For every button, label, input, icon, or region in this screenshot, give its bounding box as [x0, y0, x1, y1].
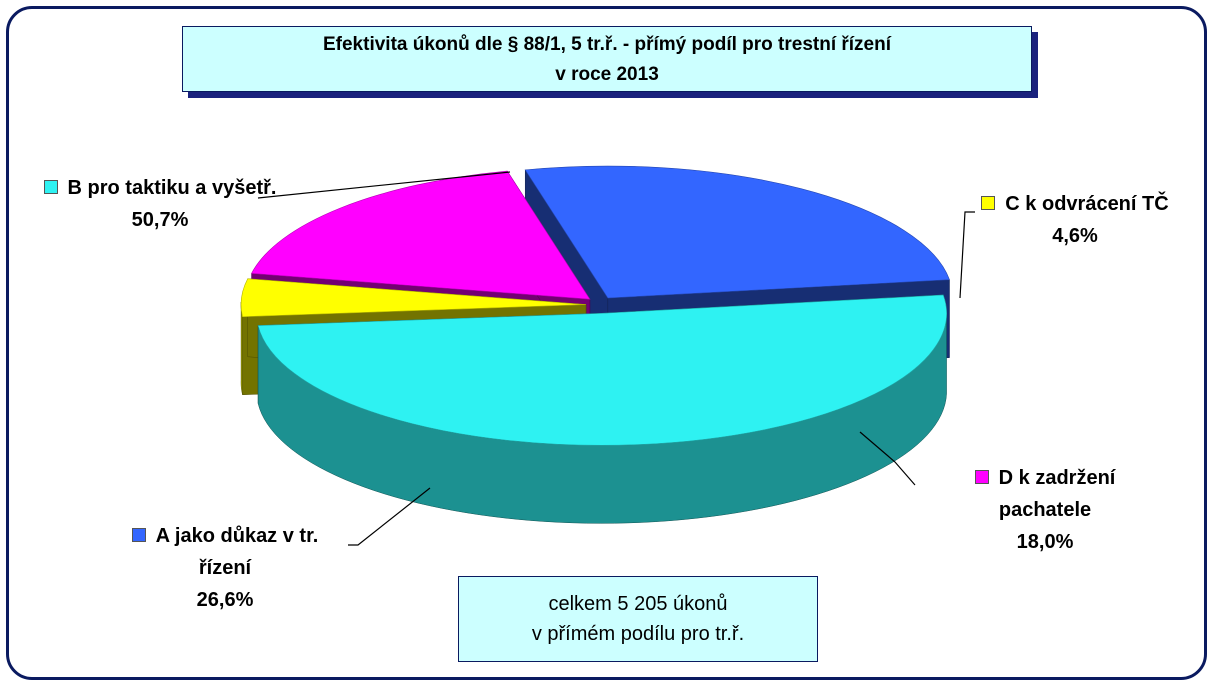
legend-swatch — [131, 528, 146, 542]
leader-lines — [257, 171, 975, 546]
leader-line — [959, 211, 975, 299]
category-label: B pro taktiku a vyšetř. — [67, 177, 277, 199]
slice — [240, 278, 587, 318]
slice-label: B pro taktiku a vyšetř. 50,7% — [30, 172, 290, 236]
chart-title: v roce 2013 — [555, 64, 659, 85]
note: celkem 5 205 úkonů — [548, 593, 728, 615]
category-label: A jako důkaz v tr. řízení — [155, 525, 319, 579]
slice — [257, 294, 947, 446]
title-box: Efektivita úkonů dle § 88/1, 5 tr.ř. - p… — [182, 26, 1032, 92]
value-label: 4,6% — [1052, 225, 1098, 247]
slice — [524, 165, 950, 299]
value-label: 50,7% — [131, 209, 189, 231]
legend-swatch — [981, 196, 996, 210]
category-label: D k zadržení pachatele — [998, 467, 1116, 521]
note-box: celkem 5 205 úkonů v přímém podílu pro t… — [458, 576, 818, 662]
category-label: C k odvrácení TČ — [1005, 193, 1169, 215]
leader-line — [348, 487, 431, 546]
legend-swatch — [974, 470, 989, 484]
slice-label: C k odvrácení TČ 4,6% — [960, 188, 1190, 252]
leader-line — [257, 171, 511, 199]
leader-line — [859, 431, 916, 486]
value-label: 26,6% — [196, 589, 254, 611]
value-label: 18,0% — [1016, 531, 1074, 553]
legend-swatch — [43, 180, 58, 194]
slice-label: D k zadržení pachatele 18,0% — [930, 462, 1160, 558]
slice-label: A jako důkaz v tr. řízení 26,6% — [105, 520, 345, 616]
frame — [6, 6, 1207, 680]
note: v přímém podílu pro tr.ř. — [531, 623, 745, 645]
chart-title: Efektivita úkonů dle § 88/1, 5 tr.ř. - p… — [322, 34, 892, 55]
